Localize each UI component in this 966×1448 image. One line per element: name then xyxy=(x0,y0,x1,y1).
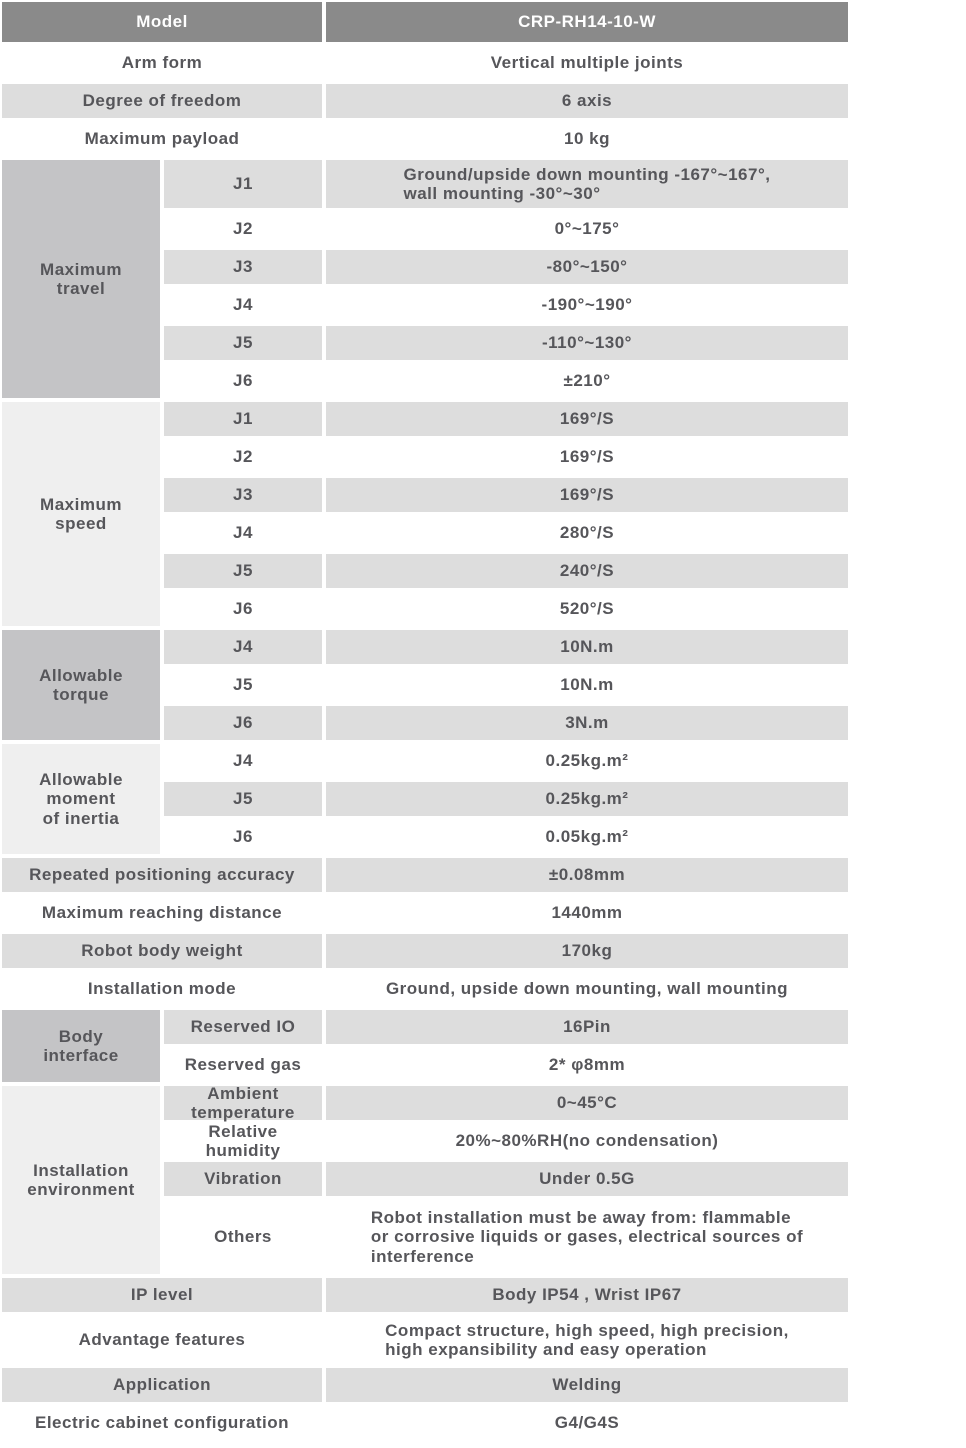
row-label-maximum-reaching-distance: Maximum reaching distance xyxy=(2,896,322,930)
joint-value-speed-j5: 240°/S xyxy=(326,554,848,588)
joint-value-travel-j3: -80°~150° xyxy=(326,250,848,284)
joint-label-travel-j1: J1 xyxy=(164,160,322,208)
row-value-electric-cabinet-configuration: G4/G4S xyxy=(326,1406,848,1440)
joint-label-inertia-j6: J6 xyxy=(164,820,322,854)
joint-value-torque-j5: 10N.m xyxy=(326,668,848,702)
joint-label-inertia-j5: J5 xyxy=(164,782,322,816)
joint-label-torque-j5: J5 xyxy=(164,668,322,702)
joint-label-speed-j6: J6 xyxy=(164,592,322,626)
sub-value-others: Robot installation must be away from: fl… xyxy=(326,1200,848,1274)
row-label-arm-form: Arm form xyxy=(2,46,322,80)
sub-label-others: Others xyxy=(164,1200,322,1274)
sub-value-vibration: Under 0.5G xyxy=(326,1162,848,1196)
joint-value-speed-j2: 169°/S xyxy=(326,440,848,474)
row-value-maximum-reaching-distance: 1440mm xyxy=(326,896,848,930)
row-value-ip-level: Body IP54 , Wrist IP67 xyxy=(326,1278,848,1312)
joint-value-travel-j5: -110°~130° xyxy=(326,326,848,360)
row-value-repeated-positioning-accuracy: ±0.08mm xyxy=(326,858,848,892)
joint-value-inertia-j4: 0.25kg.m² xyxy=(326,744,848,778)
row-label-maximum-payload: Maximum payload xyxy=(2,122,322,156)
joint-value-speed-j3: 169°/S xyxy=(326,478,848,512)
section-label-installation-environment: Installation environment xyxy=(2,1086,160,1274)
joint-value-travel-j6: ±210° xyxy=(326,364,848,398)
header-model-value: CRP-RH14-10-W xyxy=(326,2,848,42)
joint-label-travel-j3: J3 xyxy=(164,250,322,284)
sub-label-relative-humidity: Relative humidity xyxy=(164,1122,322,1160)
joint-label-travel-j4: J4 xyxy=(164,288,322,322)
sub-label-reserved-io: Reserved IO xyxy=(164,1010,322,1044)
section-label-maximum-travel: Maximum travel xyxy=(2,160,160,398)
sub-value-reserved-gas: 2* φ8mm xyxy=(326,1048,848,1082)
joint-label-torque-j4: J4 xyxy=(164,630,322,664)
joint-label-travel-j5: J5 xyxy=(164,326,322,360)
row-value-robot-body-weight: 170kg xyxy=(326,934,848,968)
sub-value-relative-humidity: 20%~80%RH(no condensation) xyxy=(326,1124,848,1158)
row-value-application: Welding xyxy=(326,1368,848,1402)
sub-label-ambient-temperature: Ambient temperature xyxy=(164,1084,322,1122)
joint-value-travel-j2: 0°~175° xyxy=(326,212,848,246)
header-model-label: Model xyxy=(2,2,322,42)
joint-value-travel-j1: Ground/upside down mounting -167°~167°, … xyxy=(326,160,848,208)
joint-label-speed-j4: J4 xyxy=(164,516,322,550)
sub-value-reserved-io: 16Pin xyxy=(326,1010,848,1044)
row-label-repeated-positioning-accuracy: Repeated positioning accuracy xyxy=(2,858,322,892)
joint-label-speed-j5: J5 xyxy=(164,554,322,588)
row-value-arm-form: Vertical multiple joints xyxy=(326,46,848,80)
row-label-advantage-features: Advantage features xyxy=(2,1316,322,1364)
joint-label-travel-j6: J6 xyxy=(164,364,322,398)
joint-value-speed-j1: 169°/S xyxy=(326,402,848,436)
row-value-advantage-features: Compact structure, high speed, high prec… xyxy=(326,1316,848,1364)
joint-label-torque-j6: J6 xyxy=(164,706,322,740)
joint-value-torque-j4: 10N.m xyxy=(326,630,848,664)
row-label-degree-of-freedom: Degree of freedom xyxy=(2,84,322,118)
joint-value-speed-j6: 520°/S xyxy=(326,592,848,626)
section-label-allowable-torque: Allowable torque xyxy=(2,630,160,740)
joint-label-speed-j2: J2 xyxy=(164,440,322,474)
row-label-electric-cabinet-configuration: Electric cabinet configuration xyxy=(2,1406,322,1440)
joint-label-travel-j2: J2 xyxy=(164,212,322,246)
row-label-ip-level: IP level xyxy=(2,1278,322,1312)
section-label-body-interface: Body interface xyxy=(2,1010,160,1082)
joint-label-speed-j1: J1 xyxy=(164,402,322,436)
joint-value-torque-j6: 3N.m xyxy=(326,706,848,740)
joint-value-travel-j4: -190°~190° xyxy=(326,288,848,322)
joint-value-inertia-j5: 0.25kg.m² xyxy=(326,782,848,816)
sub-value-ambient-temperature: 0~45°C xyxy=(326,1086,848,1120)
joint-label-inertia-j4: J4 xyxy=(164,744,322,778)
row-value-installation-mode: Ground, upside down mounting, wall mount… xyxy=(326,972,848,1006)
sub-label-vibration: Vibration xyxy=(164,1162,322,1196)
row-label-robot-body-weight: Robot body weight xyxy=(2,934,322,968)
joint-value-speed-j4: 280°/S xyxy=(326,516,848,550)
row-value-maximum-payload: 10 kg xyxy=(326,122,848,156)
joint-label-speed-j3: J3 xyxy=(164,478,322,512)
row-label-application: Application xyxy=(2,1368,322,1402)
joint-value-inertia-j6: 0.05kg.m² xyxy=(326,820,848,854)
sub-label-reserved-gas: Reserved gas xyxy=(164,1048,322,1082)
row-value-degree-of-freedom: 6 axis xyxy=(326,84,848,118)
section-label-allowable-moment-of-inertia: Allowable moment of inertia xyxy=(2,744,160,854)
specification-table: Model CRP-RH14-10-W Arm form Vertical mu… xyxy=(2,2,848,1440)
row-label-installation-mode: Installation mode xyxy=(2,972,322,1006)
section-label-maximum-speed: Maximum speed xyxy=(2,402,160,626)
